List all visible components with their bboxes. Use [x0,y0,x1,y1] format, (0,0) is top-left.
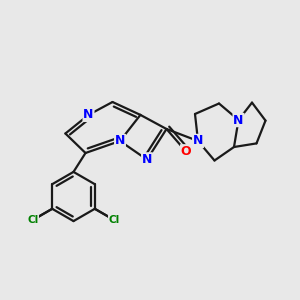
Text: N: N [233,113,244,127]
Text: O: O [181,145,191,158]
Text: N: N [233,113,244,127]
Text: Cl: Cl [27,215,38,225]
Text: Cl: Cl [109,215,120,225]
Text: N: N [142,153,152,166]
Text: N: N [193,134,203,148]
Text: Cl: Cl [27,215,38,225]
Text: N: N [115,134,125,148]
Text: N: N [115,134,125,148]
Text: O: O [181,145,191,158]
Text: N: N [193,134,203,148]
Text: N: N [83,108,94,122]
Text: N: N [83,108,94,122]
Text: Cl: Cl [109,215,120,225]
Text: N: N [142,153,152,166]
